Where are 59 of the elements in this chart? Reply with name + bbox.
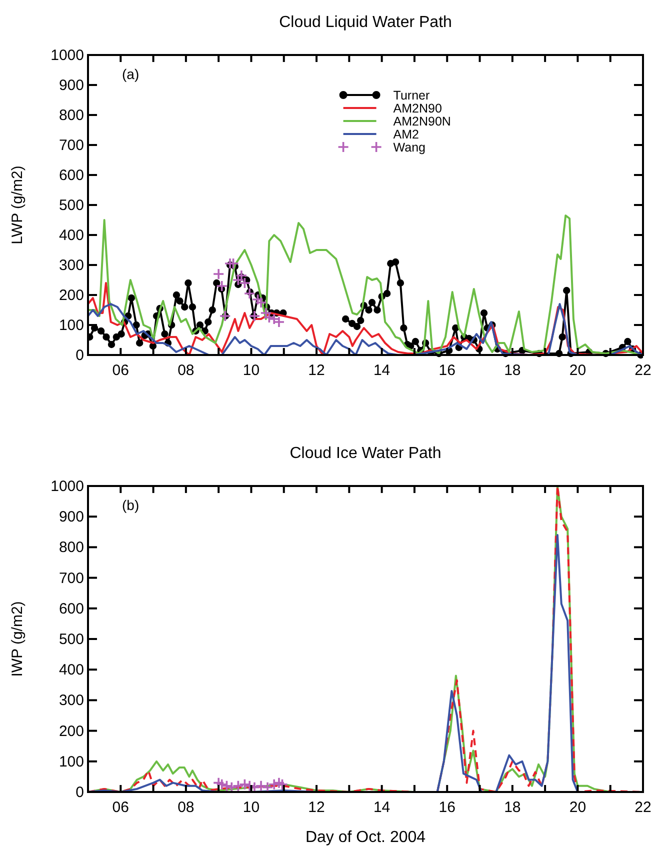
y-tick-label: 0 bbox=[76, 784, 84, 801]
y-tick-label: 400 bbox=[58, 662, 84, 679]
y-tick-label: 100 bbox=[58, 753, 84, 770]
line-series bbox=[88, 485, 643, 793]
y-tick-label: 500 bbox=[58, 631, 84, 648]
x-tick-label: 08 bbox=[178, 799, 194, 816]
y-tick-label: 200 bbox=[58, 722, 84, 740]
x-tick-label: 16 bbox=[438, 799, 456, 816]
y-tick-label: 700 bbox=[58, 137, 84, 154]
y-tick-label: 900 bbox=[58, 508, 84, 526]
chart-title: Cloud Liquid Water Path bbox=[279, 14, 452, 31]
x-tick-label: 10 bbox=[242, 799, 260, 816]
x-tick-label: 10 bbox=[242, 362, 260, 379]
x-tick-label: 20 bbox=[569, 362, 586, 379]
y-tick-label: 100 bbox=[58, 317, 84, 334]
y-axis-title: LWP (g/m2) bbox=[9, 166, 26, 244]
x-tick-label: 22 bbox=[634, 362, 652, 379]
y-tick-label: 400 bbox=[58, 227, 84, 244]
y-tick-label: 300 bbox=[58, 692, 84, 710]
legend-label: AM2N90N bbox=[393, 114, 451, 128]
annotation: (a) bbox=[122, 66, 140, 82]
y-tick-label: 600 bbox=[58, 600, 84, 618]
x-axis-title: Day of Oct. 2004 bbox=[305, 829, 426, 846]
point bbox=[212, 268, 224, 280]
y-tick-label: 1000 bbox=[50, 47, 84, 64]
point bbox=[255, 296, 267, 308]
point bbox=[248, 310, 260, 322]
x-tick-label: 22 bbox=[634, 799, 652, 816]
x-tick-label: 12 bbox=[308, 362, 325, 379]
y-tick-label: 800 bbox=[58, 539, 84, 556]
annotation: (b) bbox=[122, 497, 140, 513]
x-tick-label: 16 bbox=[438, 362, 456, 379]
point bbox=[216, 280, 228, 292]
legend-label: AM2 bbox=[393, 128, 420, 142]
legend-label: Turner bbox=[393, 88, 430, 102]
x-tick-label: 14 bbox=[373, 799, 390, 816]
y-tick-label: 300 bbox=[58, 257, 84, 274]
chart-title: Cloud Ice Water Path bbox=[290, 445, 442, 462]
y-tick-label: 0 bbox=[76, 347, 84, 364]
legend-label: AM2N90 bbox=[393, 102, 442, 116]
y-tick-label: 800 bbox=[58, 107, 84, 124]
x-tick-label: 18 bbox=[504, 362, 521, 379]
x-tick-label: 08 bbox=[178, 362, 194, 379]
y-tick-label: 700 bbox=[58, 570, 84, 587]
x-tick-label: 06 bbox=[112, 799, 129, 816]
x-tick-label: 14 bbox=[373, 362, 390, 379]
x-tick-label: 06 bbox=[112, 362, 129, 379]
x-tick-label: 20 bbox=[569, 799, 586, 816]
x-tick-label: 18 bbox=[504, 799, 521, 816]
y-tick-label: 200 bbox=[58, 287, 84, 304]
y-axis-title: IWP (g/m2) bbox=[9, 601, 26, 677]
point bbox=[227, 258, 240, 270]
x-tick-label: 12 bbox=[308, 799, 325, 816]
point bbox=[219, 310, 232, 322]
y-tick-label: 900 bbox=[58, 77, 84, 94]
y-tick-label: 1000 bbox=[50, 478, 84, 495]
y-tick-label: 500 bbox=[58, 197, 84, 214]
y-tick-label: 600 bbox=[58, 167, 84, 184]
legend-label: Wang bbox=[393, 140, 426, 154]
